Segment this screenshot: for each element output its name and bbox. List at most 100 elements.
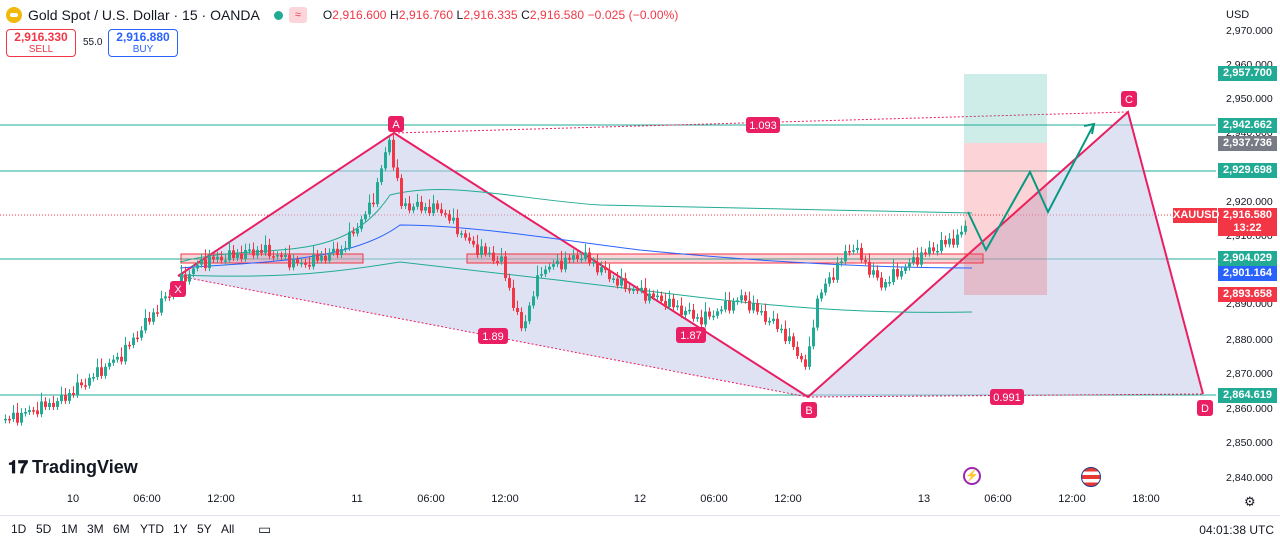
candle-body [204, 259, 207, 269]
candle-body [508, 278, 511, 288]
candle-body [772, 318, 775, 322]
candle-body [664, 301, 667, 307]
candle-body [756, 303, 759, 312]
candle-body [640, 287, 643, 291]
tradingview-logo[interactable]: 𝟏𝟕 TradingView [8, 457, 138, 478]
ratio-ab-label: 1.89 [482, 331, 503, 343]
price-tick: 2,970.000 [1226, 25, 1273, 37]
candle-body [556, 260, 559, 265]
symbol-title[interactable]: Gold Spot / U.S. Dollar · 15 · OANDA [28, 7, 260, 23]
symbol-price-tag: XAUUSD [1173, 208, 1220, 223]
sell-label: SELL [28, 44, 54, 55]
lower-band [179, 261, 973, 313]
candle-body [100, 367, 103, 376]
timeframe-5y[interactable]: 5Y [197, 522, 212, 536]
candle-body [200, 259, 203, 265]
candle-body [852, 250, 855, 252]
candle-body [412, 206, 415, 211]
candle-body [328, 252, 331, 261]
candle-body [288, 254, 291, 268]
candle-body [144, 317, 147, 331]
candle-body [164, 296, 167, 299]
candle-body [708, 311, 711, 317]
calendar-range-icon[interactable]: ▭ [258, 521, 272, 537]
price-tick: 2,950.000 [1226, 93, 1273, 105]
candle-body [500, 256, 503, 262]
candle-body [156, 312, 159, 314]
currency-selector[interactable]: USD [1226, 9, 1250, 21]
candle-body [964, 225, 967, 232]
candle-body [904, 267, 907, 271]
candle-body [528, 305, 531, 322]
candle-body [352, 231, 355, 234]
candle-body [960, 231, 963, 235]
timeframe-5d[interactable]: 5D [36, 522, 52, 536]
candle-body [488, 252, 491, 255]
timeframe-1m[interactable]: 1M [61, 522, 78, 536]
ratio-ab-label-bg [478, 328, 508, 344]
price-tick: 2,870.000 [1226, 368, 1273, 380]
candle-body [68, 393, 71, 401]
lightning-event-icon[interactable]: ⚡ [963, 467, 981, 485]
candle-body [456, 217, 459, 235]
candle-body [256, 249, 259, 256]
candle-body [228, 250, 231, 261]
point-a-label-bg [388, 116, 404, 132]
candle-body [416, 201, 419, 207]
candle-body [40, 401, 43, 415]
timeframe-all[interactable]: All [221, 522, 235, 536]
time-tick: 18:00 [1132, 493, 1160, 505]
buy-label: BUY [132, 44, 154, 55]
candle-body [928, 247, 931, 254]
candle-body [196, 264, 199, 269]
timeframe-3m[interactable]: 3M [87, 522, 104, 536]
timeframe-1d[interactable]: 1D [11, 522, 27, 536]
timeframe-6m[interactable]: 6M [113, 522, 130, 536]
candle-body [780, 328, 783, 331]
candle-body [600, 267, 603, 273]
utc-clock[interactable]: 04:01:38 UTC [1199, 523, 1274, 537]
candle-body [748, 300, 751, 311]
candle-body [12, 412, 15, 420]
candle-body [140, 330, 143, 338]
candle-body [372, 202, 375, 205]
candle-body [796, 346, 799, 356]
timeframe-ytd[interactable]: YTD [140, 522, 164, 536]
candle-body [804, 359, 807, 367]
candle-body [844, 251, 847, 262]
candle-body [216, 256, 219, 260]
timeframe-1y[interactable]: 1Y [173, 522, 188, 536]
price-tag: 2,929.698 [1218, 163, 1277, 178]
candle-body [224, 260, 227, 262]
buy-button[interactable]: 2,916.880 BUY [108, 29, 178, 57]
us-flag-event-icon[interactable] [1081, 467, 1101, 487]
candle-body [16, 412, 19, 423]
settings-gear-icon[interactable]: ⚙ [1244, 494, 1256, 509]
ratio-xc-label: 1.093 [749, 120, 777, 132]
candle-body [252, 249, 255, 256]
candle-body [92, 376, 95, 379]
candle-body [700, 317, 703, 325]
candle-body [504, 256, 507, 279]
data-wave-icon[interactable]: ≈ [288, 7, 307, 23]
candle-body [136, 337, 139, 340]
candle-body [728, 300, 731, 311]
candle-body [468, 237, 471, 241]
candle-body [936, 250, 939, 253]
candle-body [800, 355, 803, 360]
point-b-label: B [805, 405, 812, 417]
buy-price: 2,916.880 [116, 30, 170, 44]
time-tick: 06:00 [133, 493, 161, 505]
candle-body [900, 270, 903, 277]
sell-button[interactable]: 2,916.330 SELL [6, 29, 76, 57]
price-chart[interactable]: X A B C D 1.093 1.89 1.87 0.991 [0, 0, 1280, 515]
upper-band [179, 189, 973, 263]
price-tag: 2,864.619 [1218, 388, 1277, 403]
candle-body [868, 261, 871, 275]
candle-body [672, 298, 675, 308]
candle-body [680, 305, 683, 316]
candle-body [536, 275, 539, 297]
candle-body [432, 203, 435, 214]
candle-body [716, 311, 719, 316]
price-tag: 2,957.700 [1218, 66, 1277, 81]
